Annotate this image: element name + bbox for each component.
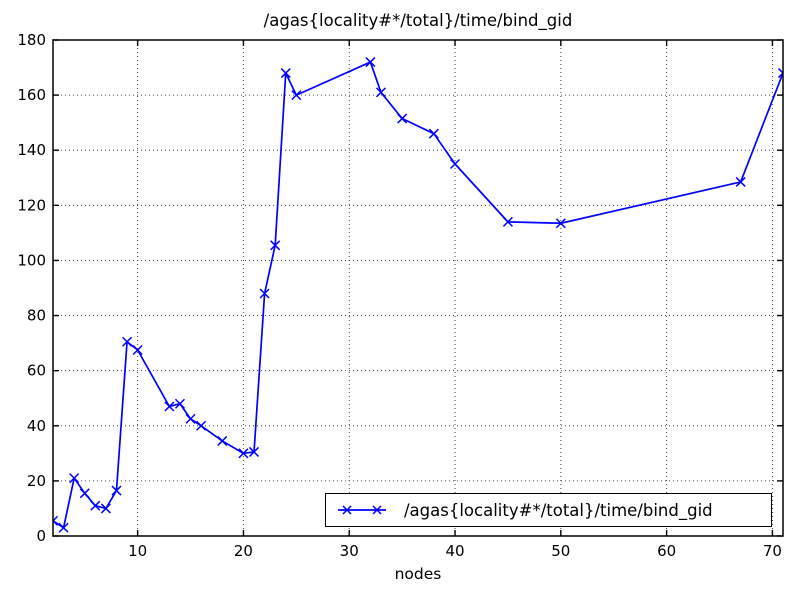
y-tick-label: 100 <box>17 251 46 269</box>
y-tick-label: 60 <box>27 362 46 380</box>
legend-marker-x-icon <box>342 505 352 515</box>
legend-label: /agas{locality#*/total}/time/bind_gid <box>404 500 713 520</box>
data-point-x-marker-icon <box>248 446 260 457</box>
y-tick-label: 140 <box>17 141 46 159</box>
data-point-x-marker-icon <box>174 398 185 409</box>
x-tick-label: 60 <box>657 542 676 560</box>
data-point-x-marker-icon <box>280 68 291 79</box>
plot-background <box>53 40 783 536</box>
y-tick-label: 20 <box>27 472 46 490</box>
x-tick-label: 50 <box>551 542 570 560</box>
data-point-x-marker-icon <box>217 435 228 446</box>
y-tick-label: 180 <box>17 31 46 49</box>
x-tick-label: 20 <box>234 542 253 560</box>
data-point-x-marker-icon <box>502 216 513 227</box>
data-point-x-marker-icon <box>79 488 90 499</box>
series-markers <box>53 57 783 533</box>
data-point-x-marker-icon <box>58 522 69 533</box>
data-point-x-marker-icon <box>375 87 387 98</box>
data-point-x-marker-icon <box>185 413 196 424</box>
x-tick-label: 70 <box>763 542 782 560</box>
data-point-x-marker-icon <box>291 90 302 101</box>
data-point-x-marker-icon <box>100 503 111 514</box>
data-point-x-marker-icon <box>69 473 80 484</box>
legend-line-sample <box>338 505 386 515</box>
data-point-x-marker-icon <box>111 485 122 496</box>
y-tick-label: 40 <box>27 417 46 435</box>
data-point-x-marker-icon <box>53 515 59 526</box>
data-point-x-marker-icon <box>735 176 746 187</box>
data-series <box>53 57 783 533</box>
data-point-x-marker-icon <box>777 68 783 79</box>
data-point-x-marker-icon <box>238 448 249 459</box>
data-point-x-marker-icon <box>397 113 408 124</box>
legend: /agas{locality#*/total}/time/bind_gid <box>325 493 772 527</box>
y-tick-label: 160 <box>17 86 46 104</box>
data-point-x-marker-icon <box>164 401 175 412</box>
y-tick-label: 80 <box>27 307 46 325</box>
data-point-x-marker-icon <box>449 158 461 170</box>
data-point-x-marker-icon <box>259 288 270 299</box>
y-tick-label: 0 <box>36 527 46 545</box>
data-point-x-marker-icon <box>90 500 101 511</box>
axes-frame <box>52 39 784 537</box>
x-axis-label: nodes <box>394 565 442 583</box>
chart-title: /agas{locality#*/total}/time/bind_gid <box>263 11 573 30</box>
data-point-x-marker-icon <box>555 218 566 229</box>
data-point-x-marker-icon <box>196 420 207 431</box>
x-tick-label: 40 <box>445 542 464 560</box>
x-tick-label: 10 <box>128 542 147 560</box>
data-point-x-marker-icon <box>365 57 376 68</box>
x-tick-label: 30 <box>340 542 359 560</box>
data-point-x-marker-icon <box>122 336 133 347</box>
data-point-x-marker-icon <box>428 128 439 139</box>
legend-marker-x-icon <box>372 505 382 515</box>
data-point-x-marker-icon <box>132 344 143 356</box>
y-tick-labels: 0 20 40 60 80 100 120 140 160 180 <box>17 31 46 545</box>
gridlines <box>53 40 783 536</box>
y-tick-label: 120 <box>17 196 46 214</box>
axis-ticks <box>53 39 783 537</box>
data-point-x-marker-icon <box>270 240 281 251</box>
x-tick-labels: 10 20 30 40 50 60 70 <box>128 542 782 560</box>
